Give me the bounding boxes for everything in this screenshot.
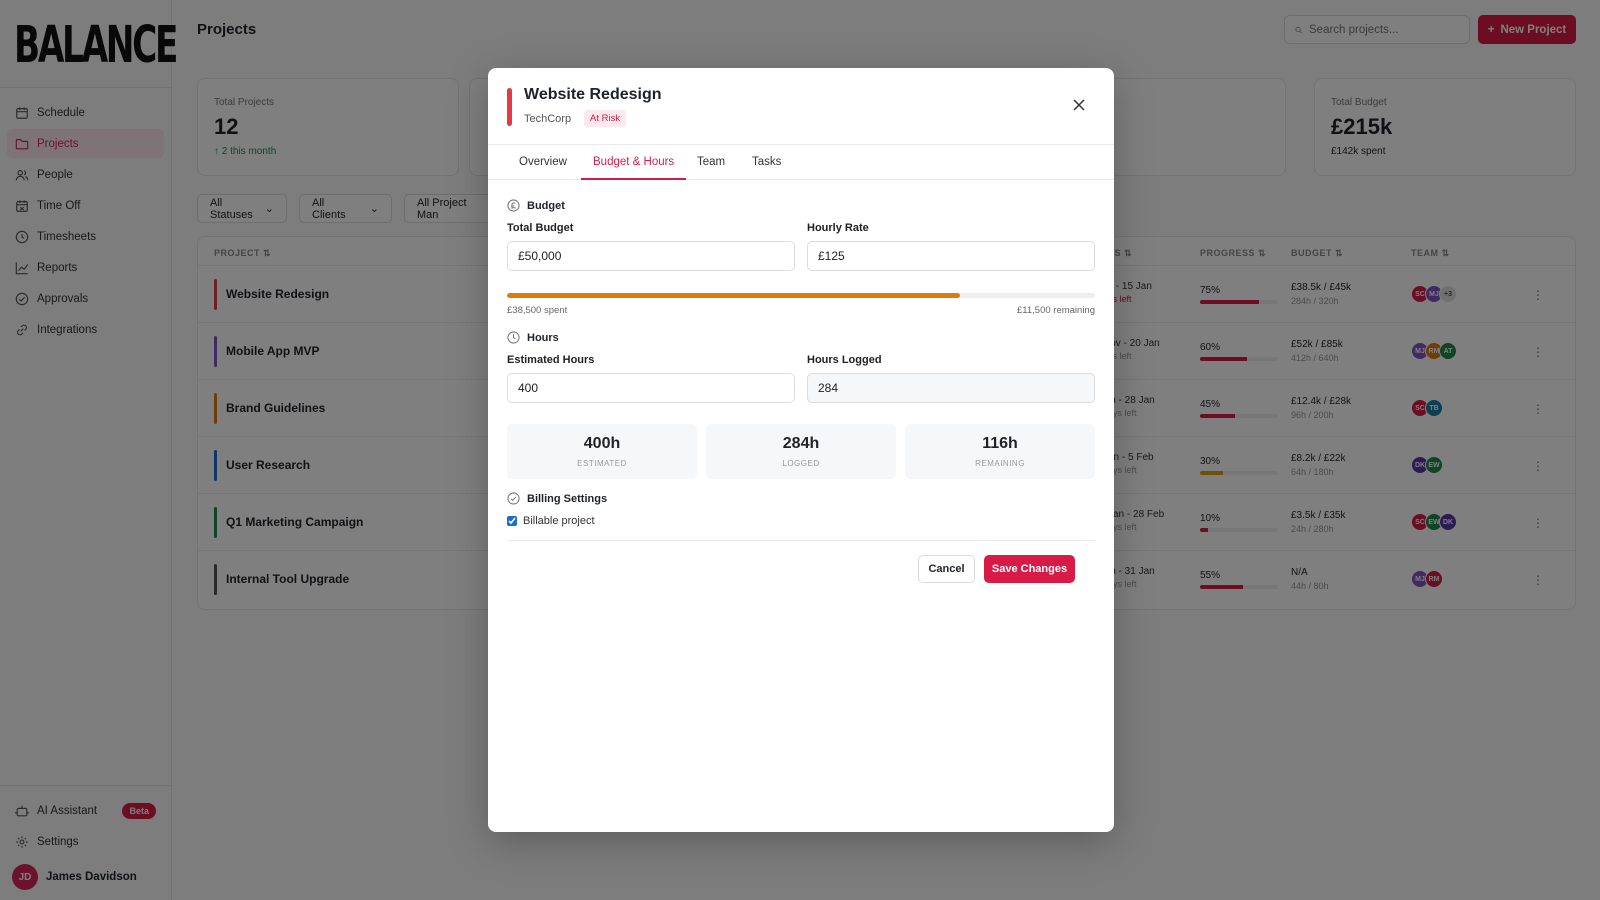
total-budget-input[interactable] [507,241,795,271]
billing-section-title: Billing Settings [507,492,607,505]
hours-card-value: 400h [583,435,621,452]
cancel-button[interactable]: Cancel [918,555,975,583]
coin-icon [507,199,520,212]
save-changes-button[interactable]: Save Changes [984,555,1075,583]
modal-title: Website Redesign [524,86,662,103]
tab-tasks[interactable]: Tasks [752,156,782,168]
budget-progress-bar [507,293,1095,298]
hours-card-value: 116h [982,435,1018,452]
billable-checkbox[interactable] [507,516,517,526]
total-budget-label: Total Budget [507,222,574,234]
hours-card-label: LOGGED [782,459,820,468]
hourly-rate-label: Hourly Rate [807,222,869,234]
hours-section-title: Hours [507,331,559,344]
modal-tabs: Overview Budget & Hours Team Tasks [488,144,1114,180]
budget-section-title: Budget [507,199,565,212]
hours-card-value: 284h [782,435,820,452]
section-title-text: Billing Settings [527,492,608,505]
project-color-bar [507,88,512,126]
hours-card-remaining: 116h REMAINING [905,424,1095,479]
project-modal: Website Redesign TechCorp At Risk Overvi… [488,68,1114,832]
close-icon[interactable] [1072,98,1086,112]
divider [507,540,1095,541]
modal-client: TechCorp [524,113,572,125]
estimated-hours-label: Estimated Hours [507,354,595,366]
tab-team[interactable]: Team [697,156,726,168]
hourly-rate-input[interactable] [807,241,1095,271]
estimated-hours-input[interactable] [507,373,795,403]
budget-progress-fill [507,293,960,298]
section-title-text: Hours [527,331,559,344]
hours-card-estimated: 400h ESTIMATED [507,424,697,479]
budget-spent: £38,500 spent [507,305,568,316]
tab-overview[interactable]: Overview [519,156,567,168]
billable-checkbox-row[interactable]: Billable project [507,515,595,527]
hours-card-label: REMAINING [975,459,1025,468]
clock-icon [507,331,520,344]
hours-card-label: ESTIMATED [577,459,627,468]
hours-card-logged: 284h LOGGED [706,424,896,479]
hours-logged-label: Hours Logged [807,354,882,366]
status-badge: At Risk [584,110,627,127]
budget-remaining: £11,500 remaining [1017,305,1095,316]
hours-logged-input [807,373,1095,403]
check-circle-icon [507,492,520,505]
tab-budget-hours[interactable]: Budget & Hours [581,145,687,180]
section-title-text: Budget [527,199,565,212]
billable-label: Billable project [523,515,595,527]
